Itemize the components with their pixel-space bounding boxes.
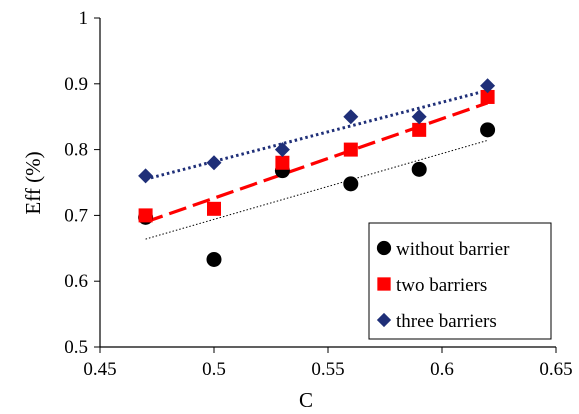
data-point-two-barriers: [207, 201, 221, 216]
data-point-three-barriers: [480, 78, 496, 94]
data-markers: [138, 78, 496, 267]
y-tick-label: 0.5: [64, 337, 88, 358]
trendline-three-barriers: [145, 88, 488, 181]
data-point-two-barriers: [480, 89, 495, 104]
legend-marker: [376, 240, 392, 256]
axes: 0.50.60.70.80.910.45 0.5 0.55 0.6 0.65: [64, 8, 572, 380]
y-tick-label: 1: [79, 8, 89, 29]
y-tick-label: 0.7: [64, 205, 88, 226]
x-tick-label: 0.6: [430, 359, 454, 380]
data-point-without-barrier: [480, 122, 496, 138]
data-point-without-barrier: [206, 251, 222, 267]
x-tick-label: 0.65: [539, 359, 572, 380]
trendline-two-barriers: [145, 101, 489, 224]
data-point-three-barriers: [138, 168, 154, 184]
y-tick-label: 0.9: [64, 74, 88, 95]
y-tick-label: 0.8: [64, 140, 88, 161]
data-point-two-barriers: [343, 142, 358, 157]
legend-label: three barriers: [396, 311, 497, 332]
x-axis-label: C: [299, 388, 313, 412]
legend-marker: [377, 277, 391, 291]
data-point-without-barrier: [411, 161, 427, 177]
legend-label: without barrier: [396, 239, 510, 260]
legend-box: [368, 222, 552, 340]
legend-label: two barriers: [396, 275, 487, 296]
legend-marker: [376, 312, 392, 328]
x-tick-label: 0.55: [311, 359, 344, 380]
data-point-three-barriers: [411, 109, 427, 125]
x-tick-label: 0.5: [202, 359, 226, 380]
data-point-two-barriers: [275, 155, 290, 170]
trendlines: [145, 88, 489, 240]
data-point-two-barriers: [412, 122, 427, 137]
data-point-three-barriers: [274, 142, 290, 158]
data-point-without-barrier: [343, 176, 359, 192]
data-point-two-barriers: [138, 208, 153, 223]
y-axis-label: Eff (%): [21, 151, 45, 214]
data-point-three-barriers: [206, 155, 222, 171]
legend: without barrier two barriers three barrier…: [368, 222, 552, 340]
x-tick-label: 0.45: [83, 359, 116, 380]
data-point-three-barriers: [343, 109, 359, 125]
y-tick-label: 0.6: [64, 271, 88, 292]
